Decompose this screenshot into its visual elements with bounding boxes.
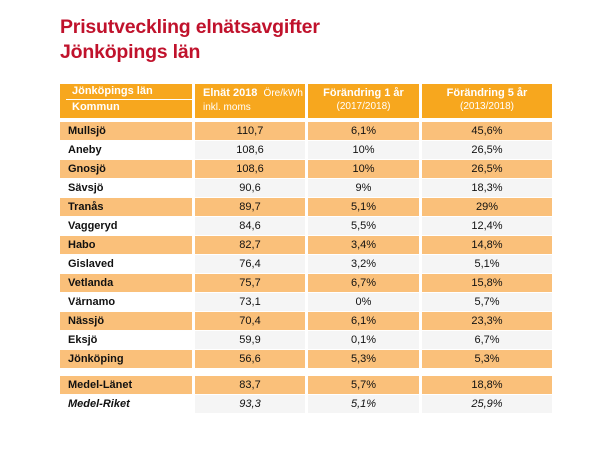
change-5y-cell: 15,8% (422, 274, 552, 293)
change-5y-cell: 26,5% (422, 141, 552, 160)
summary-row-lanet: Medel-Länet 83,7 5,7% 18,8% (60, 376, 552, 395)
change-1y-cell: 5,7% (308, 376, 419, 395)
elnat-cell: 75,7 (195, 274, 305, 293)
kommun-cell: Sävsjö (60, 179, 192, 198)
header-change-1y-label: Förändring 1 år (323, 87, 404, 99)
elnat-cell: 56,6 (195, 350, 305, 369)
change-5y-cell: 12,4% (422, 217, 552, 236)
table-row: Eksjö 59,9 0,1% 6,7% (60, 331, 552, 350)
change-1y-cell: 10% (308, 141, 419, 160)
table-row: Nässjö 70,4 6,1% 23,3% (60, 312, 552, 331)
header-row: Jönköpings län Kommun Elnät 2018 Öre/kWh… (60, 84, 552, 118)
change-1y-cell: 3,2% (308, 255, 419, 274)
change-1y-cell: 5,1% (308, 198, 419, 217)
header-region-label: Jönköpings län (66, 84, 192, 100)
change-5y-cell: 23,3% (422, 312, 552, 331)
table-row: Jönköping 56,6 5,3% 5,3% (60, 350, 552, 369)
price-table: Jönköpings län Kommun Elnät 2018 Öre/kWh… (57, 84, 555, 414)
elnat-cell: 108,6 (195, 141, 305, 160)
change-1y-cell: 3,4% (308, 236, 419, 255)
kommun-cell: Nässjö (60, 312, 192, 331)
kommun-cell: Medel-Riket (60, 395, 192, 414)
change-5y-cell: 29% (422, 198, 552, 217)
change-1y-cell: 0% (308, 293, 419, 312)
summary-row-riket: Medel-Riket 93,3 5,1% 25,9% (60, 395, 552, 414)
change-5y-cell: 5,1% (422, 255, 552, 274)
kommun-cell: Gislaved (60, 255, 192, 274)
change-5y-cell: 5,3% (422, 350, 552, 369)
kommun-cell: Tranås (60, 198, 192, 217)
elnat-cell: 73,1 (195, 293, 305, 312)
table-row: Habo 82,7 3,4% 14,8% (60, 236, 552, 255)
page-title: Prisutveckling elnätsavgifter Jönköpings… (60, 15, 320, 65)
change-5y-cell: 18,3% (422, 179, 552, 198)
kommun-cell: Vaggeryd (60, 217, 192, 236)
change-1y-cell: 5,3% (308, 350, 419, 369)
header-elnat-title-line: Elnät 2018 Öre/kWh (203, 86, 303, 101)
header-change-5y-sub: (2013/2018) (460, 101, 514, 112)
header-change-5y-label: Förändring 5 år (446, 87, 528, 99)
elnat-cell: 108,6 (195, 160, 305, 179)
kommun-cell: Vetlanda (60, 274, 192, 293)
change-5y-cell: 26,5% (422, 160, 552, 179)
kommun-cell: Gnosjö (60, 160, 192, 179)
elnat-cell: 82,7 (195, 236, 305, 255)
table-row: Tranås 89,7 5,1% 29% (60, 198, 552, 217)
table-row: Aneby 108,6 10% 26,5% (60, 141, 552, 160)
header-elnat: Elnät 2018 Öre/kWh inkl. moms (195, 84, 305, 118)
elnat-cell: 70,4 (195, 312, 305, 331)
title-line-1: Prisutveckling elnätsavgifter (60, 16, 320, 38)
change-5y-cell: 6,7% (422, 331, 552, 350)
kommun-cell: Habo (60, 236, 192, 255)
table-row: Sävsjö 90,6 9% 18,3% (60, 179, 552, 198)
elnat-cell: 89,7 (195, 198, 305, 217)
change-1y-cell: 5,5% (308, 217, 419, 236)
header-change-1y-sub: (2017/2018) (336, 101, 391, 112)
change-1y-cell: 0,1% (308, 331, 419, 350)
change-1y-cell: 6,1% (308, 118, 419, 141)
elnat-cell: 84,6 (195, 217, 305, 236)
elnat-cell: 59,9 (195, 331, 305, 350)
table-row: Mullsjö 110,7 6,1% 45,6% (60, 118, 552, 141)
change-5y-cell: 14,8% (422, 236, 552, 255)
header-change-1y: Förändring 1 år (2017/2018) (308, 84, 419, 118)
table-row: Gnosjö 108,6 10% 26,5% (60, 160, 552, 179)
table-row: Värnamo 73,1 0% 5,7% (60, 293, 552, 312)
elnat-cell: 83,7 (195, 376, 305, 395)
header-change-5y: Förändring 5 år (2013/2018) (422, 84, 552, 118)
kommun-cell: Medel-Länet (60, 376, 192, 395)
elnat-cell: 110,7 (195, 118, 305, 141)
table-row: Gislaved 76,4 3,2% 5,1% (60, 255, 552, 274)
title-line-2: Jönköpings län (60, 41, 201, 63)
change-5y-cell: 45,6% (422, 118, 552, 141)
kommun-cell: Mullsjö (60, 118, 192, 141)
header-elnat-sub: inkl. moms (203, 102, 251, 113)
kommun-cell: Jönköping (60, 350, 192, 369)
header-elnat-label: Elnät 2018 (203, 87, 258, 99)
elnat-cell: 76,4 (195, 255, 305, 274)
change-1y-cell: 6,7% (308, 274, 419, 293)
change-1y-cell: 5,1% (308, 395, 419, 414)
kommun-cell: Aneby (60, 141, 192, 160)
elnat-cell: 93,3 (195, 395, 305, 414)
table-row: Vetlanda 75,7 6,7% 15,8% (60, 274, 552, 293)
change-5y-cell: 5,7% (422, 293, 552, 312)
change-1y-cell: 9% (308, 179, 419, 198)
header-kommun-label: Kommun (72, 101, 120, 113)
kommun-cell: Eksjö (60, 331, 192, 350)
header-elnat-unit: Öre/kWh (263, 88, 303, 99)
change-1y-cell: 10% (308, 160, 419, 179)
elnat-cell: 90,6 (195, 179, 305, 198)
change-5y-cell: 25,9% (422, 395, 552, 414)
header-kommun: Jönköpings län Kommun (60, 84, 192, 118)
kommun-cell: Värnamo (60, 293, 192, 312)
table-separator (60, 369, 552, 376)
change-1y-cell: 6,1% (308, 312, 419, 331)
table-row: Vaggeryd 84,6 5,5% 12,4% (60, 217, 552, 236)
change-5y-cell: 18,8% (422, 376, 552, 395)
